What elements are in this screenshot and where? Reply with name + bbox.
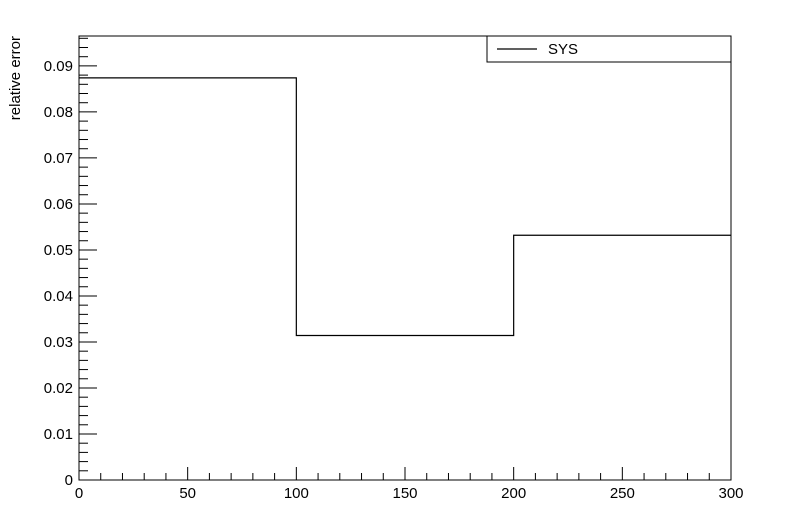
y-tick-label: 0.04 (44, 288, 73, 305)
x-tick-label: 100 (284, 485, 309, 502)
y-tick-label: 0.03 (44, 334, 73, 351)
legend-label-sys: SYS (548, 41, 578, 58)
y-tick-label: 0.08 (44, 104, 73, 121)
x-tick-label: 150 (392, 485, 417, 502)
x-tick-label: 200 (501, 485, 526, 502)
x-tick-label: 50 (179, 485, 196, 502)
y-axis-title: relative error (7, 36, 24, 120)
y-axis-ticks (79, 37, 97, 481)
y-tick-label: 0 (65, 472, 73, 489)
x-tick-label: 0 (75, 485, 83, 502)
x-tick-label: 300 (718, 485, 743, 502)
y-tick-label: 0.06 (44, 196, 73, 213)
y-tick-label: 0.02 (44, 380, 73, 397)
series-sys-step-line (79, 77, 731, 337)
plot-frame (78, 35, 732, 481)
x-axis-tick-labels: 0 50 100 150 200 250 300 (75, 485, 744, 502)
legend-box (486, 35, 732, 63)
y-axis-tick-labels: 0 0.01 0.02 0.03 0.04 0.05 0.06 0.07 0.08 0.09 (44, 58, 73, 489)
x-tick-label: 250 (610, 485, 635, 502)
y-tick-label: 0.05 (44, 242, 73, 259)
x-axis-ticks (78, 467, 732, 480)
y-tick-label: 0.09 (44, 58, 73, 75)
y-tick-label: 0.01 (44, 426, 73, 443)
y-tick-label: 0.07 (44, 150, 73, 167)
legend: SYS (486, 35, 732, 63)
